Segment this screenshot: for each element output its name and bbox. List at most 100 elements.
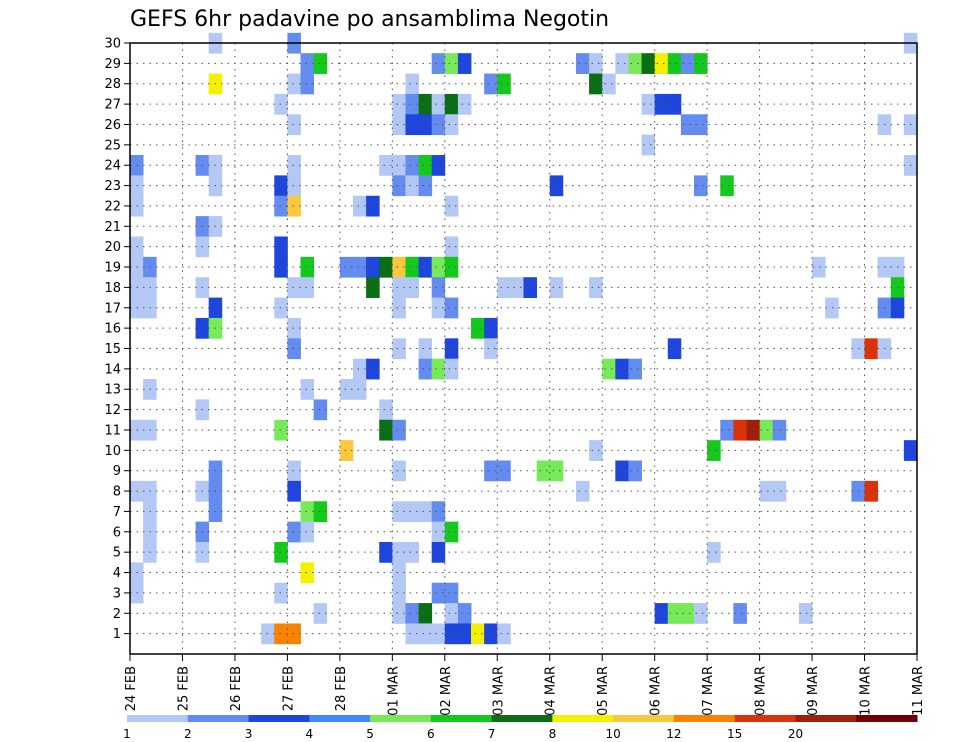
y-tick-label: 21 [104, 220, 121, 235]
colorbar-label: 2 [184, 727, 192, 741]
heatmap-cell [759, 480, 774, 502]
y-tick-label: 3 [113, 586, 121, 601]
x-tick-label: 03 MAR [491, 666, 506, 716]
heatmap-cell [287, 623, 301, 645]
y-tick-label: 6 [113, 525, 121, 540]
heatmap-cell [313, 399, 328, 421]
heatmap-cell [431, 277, 446, 298]
heatmap-cell [274, 236, 288, 258]
heatmap-cell [274, 582, 288, 604]
heatmap-cell [274, 195, 288, 217]
heatmap-cell [418, 358, 433, 380]
heatmap-cell [431, 53, 446, 74]
heatmap-cell [641, 93, 656, 115]
heatmap-cell [431, 358, 446, 380]
y-tick-label: 18 [104, 281, 121, 296]
heatmap-cell [418, 338, 433, 360]
heatmap-cell [431, 93, 446, 115]
heatmap-cell [405, 603, 419, 624]
chart-title: GEFS 6hr padavine po ansamblima Negotin [130, 7, 609, 32]
y-tick-label: 7 [113, 505, 121, 520]
heatmap-cell [274, 175, 288, 197]
heatmap-cell [274, 623, 288, 645]
heatmap-cell [444, 256, 459, 278]
heatmap-cell [628, 358, 642, 380]
y-tick-label: 8 [113, 485, 121, 500]
heatmap-cell [405, 114, 419, 136]
y-tick-label: 1 [113, 627, 121, 642]
heatmap-cell [523, 277, 538, 298]
heatmap-cell [287, 175, 301, 197]
heatmap-cell [680, 114, 695, 136]
heatmap-cell [379, 419, 393, 441]
heatmap-cell [274, 93, 288, 115]
heatmap-cell [589, 53, 603, 74]
heatmap-cell [379, 399, 393, 421]
heatmap-cell [300, 379, 315, 400]
heatmap-cell [418, 114, 433, 136]
heatmap-cell [366, 358, 380, 380]
heatmap-cell [772, 480, 787, 502]
heatmap-cell [392, 562, 406, 584]
heatmap-cell [444, 114, 459, 136]
heatmap-cell [510, 277, 524, 298]
x-tick-label: 11 MAR [911, 666, 926, 716]
heatmap-cell [366, 195, 380, 217]
heatmap-cell [431, 256, 446, 278]
y-tick-label: 11 [104, 423, 121, 438]
heatmap-cell [339, 440, 354, 461]
x-tick-label: 09 MAR [806, 666, 821, 716]
heatmap-cell [733, 603, 747, 624]
y-axis: 1234567891011121314151617181920212223242… [104, 37, 130, 642]
heatmap-cell [680, 603, 695, 624]
y-tick-label: 28 [104, 77, 121, 92]
x-axis: 24 FEB 25 FEB 26 FEB 27 FEB 28 FEB 01 MAR 02 M… [124, 654, 926, 716]
x-tick-label: 05 MAR [596, 666, 611, 716]
heatmap-cell [418, 93, 433, 115]
y-tick-label: 5 [113, 546, 121, 561]
y-tick-label: 30 [104, 37, 121, 52]
heatmap-cell [667, 603, 682, 624]
heatmap-cell [431, 521, 446, 543]
colorbar-segment [187, 715, 250, 722]
colorbar-label: 20 [788, 727, 803, 741]
heatmap-cell [392, 93, 406, 115]
heatmap-cell [484, 460, 498, 482]
heatmap-cell [615, 460, 629, 482]
colorbar-label: 5 [366, 727, 374, 741]
heatmap-cell [497, 460, 511, 482]
heatmap-cell [287, 460, 301, 482]
heatmap-cell [694, 53, 708, 74]
y-tick-label: 15 [104, 342, 121, 357]
heatmap-cell [707, 440, 721, 461]
heatmap-cell [418, 155, 433, 176]
heatmap-cell [457, 93, 472, 115]
colorbar-label: 10 [606, 727, 621, 741]
heatmap-cells [130, 32, 918, 645]
heatmap-cell [392, 541, 406, 563]
heatmap-cell [405, 277, 419, 298]
heatmap-cell [431, 623, 446, 645]
heatmap-cell [431, 541, 446, 563]
heatmap-cell [497, 277, 511, 298]
x-tick-label: 10 MAR [859, 666, 874, 716]
colorbar-segment [673, 715, 736, 722]
heatmap-cell [313, 501, 328, 523]
colorbar-segment [795, 715, 857, 722]
heatmap-cell [392, 114, 406, 136]
heatmap-cell [431, 501, 446, 523]
heatmap-cell [484, 338, 498, 360]
heatmap-cell [444, 236, 459, 258]
x-tick-label: 08 MAR [754, 666, 769, 716]
colorbar-label: 12 [666, 727, 681, 741]
heatmap-cell [287, 195, 301, 217]
heatmap-cell [352, 195, 367, 217]
colorbar-label: 7 [488, 727, 496, 741]
heatmap-cell [667, 53, 682, 74]
heatmap-cell [379, 541, 393, 563]
y-tick-label: 27 [104, 98, 121, 113]
heatmap-cell [366, 277, 380, 298]
heatmap-cell [274, 541, 288, 563]
colorbar-segment [430, 715, 493, 722]
